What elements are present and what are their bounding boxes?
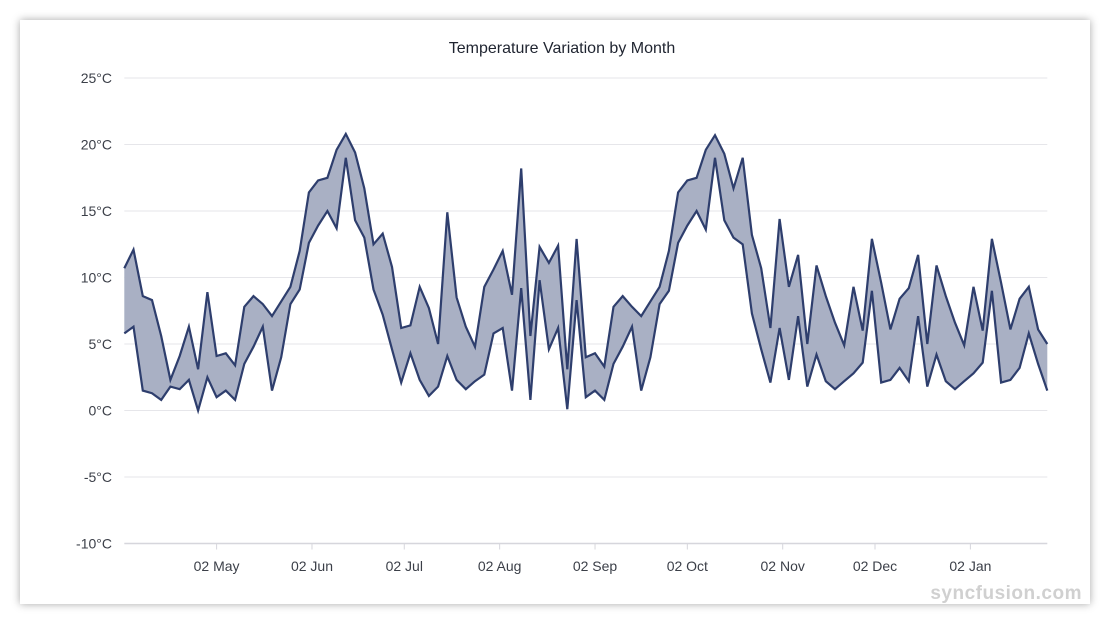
x-tick-label: 02 Oct [667,558,708,574]
y-tick-label: 0°C [89,403,113,419]
x-tick-label: 02 Dec [853,558,897,574]
y-tick-label: 20°C [81,137,112,153]
y-tick-label: -5°C [84,469,112,485]
y-tick-label: 15°C [81,203,112,219]
x-tick-label: 02 Jan [949,558,991,574]
high-line [123,131,1049,384]
x-tick-label: 02 May [194,558,240,574]
x-axis: 02 May 02 Jun 02 Jul 02 Aug 02 Sep 02 Oct 02 N… [124,542,1048,574]
y-axis-labels: -10°C -5°C 0°C 5°C 10°C 15°C 20°C 25°C [76,70,112,552]
range-area-fill [124,133,1048,411]
series-temperature-range [123,131,1049,415]
x-tick-label: 02 Jun [291,558,333,574]
y-tick-label: -10°C [76,536,112,552]
gridlines [124,77,1048,478]
y-tick-label: 10°C [81,270,112,286]
x-tick-label: 02 Sep [573,558,618,574]
x-tick-label: 02 Aug [478,558,522,574]
x-tick-label: 02 Nov [761,558,805,574]
y-tick-label: 5°C [89,336,113,352]
x-tick-label: 02 Jul [386,558,423,574]
low-line [123,157,1049,415]
watermark: syncfusion.com [930,583,1082,604]
chart-title: Temperature Variation by Month [449,40,675,57]
y-tick-label: 25°C [81,70,112,86]
